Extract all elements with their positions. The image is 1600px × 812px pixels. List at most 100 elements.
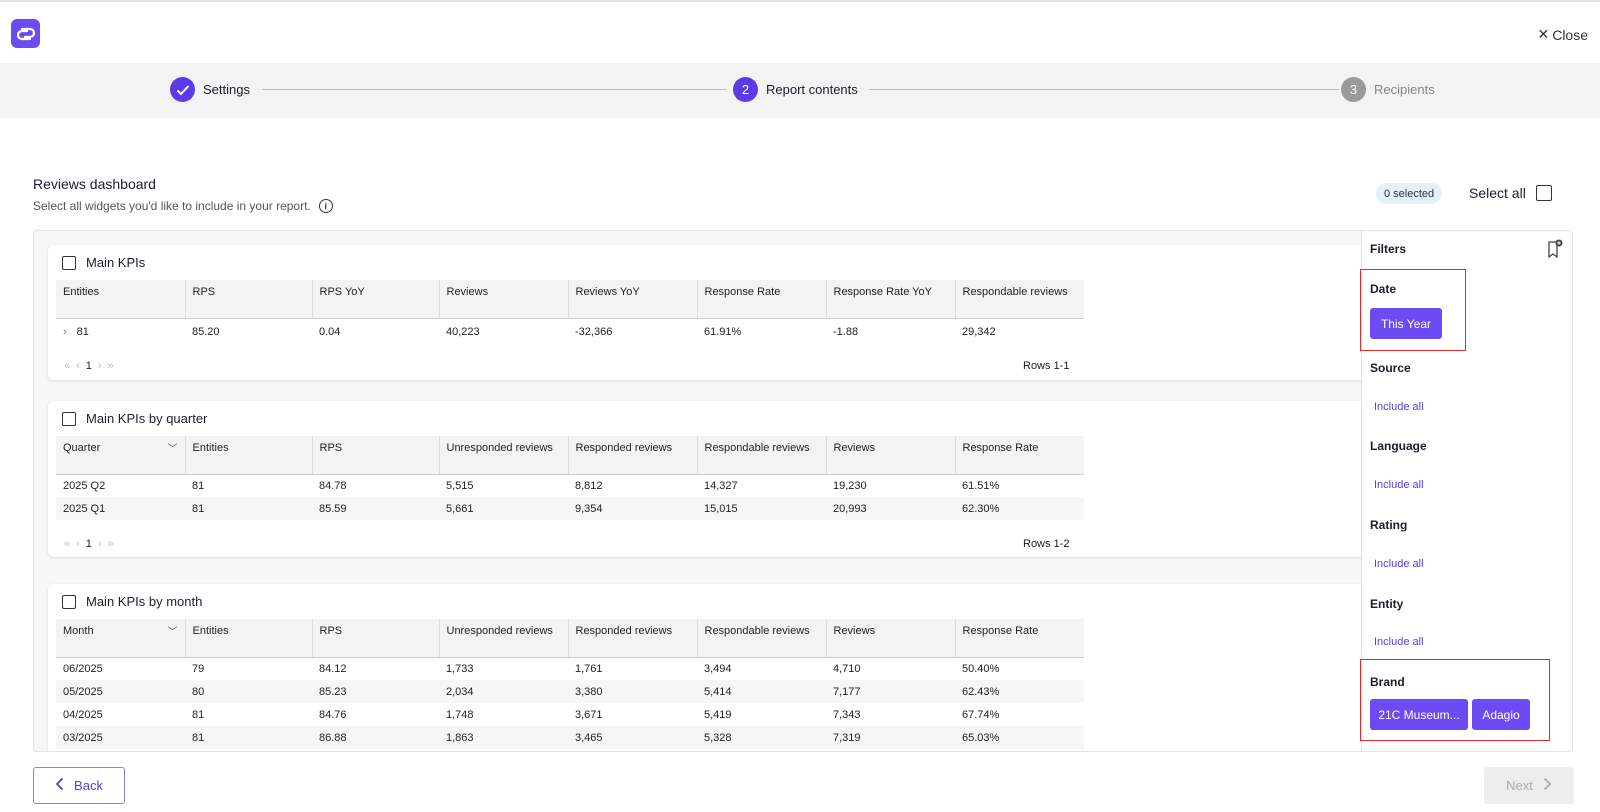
column-header[interactable]: Month ﹀ [56, 619, 185, 657]
first-page-icon[interactable]: « [64, 538, 70, 550]
column-header[interactable]: Quarter ﹀ [56, 436, 185, 474]
step-report-contents[interactable]: 2 Report contents [733, 77, 858, 102]
column-header: Respondable reviews [697, 619, 826, 657]
table-row: 06/2025 79 84.12 1,733 1,761 3,494 4,710… [56, 657, 1084, 680]
step-recipients[interactable]: 3 Recipients [1341, 77, 1435, 102]
chevron-down-icon[interactable]: ﹀ [168, 443, 178, 457]
filter-label-source: Source [1370, 361, 1411, 375]
table-row: 04/2025 81 84.76 1,748 3,671 5,419 7,343… [56, 703, 1084, 726]
rows-range: Rows 1-2 [1023, 538, 1069, 550]
quarter-table: Quarter ﹀ Entities RPS Unresponded review… [56, 436, 1084, 520]
page-number[interactable]: 1 [86, 360, 92, 372]
entity-include-all-link[interactable]: Include all [1374, 636, 1424, 648]
column-header: RPS [312, 619, 439, 657]
column-header: Reviews [826, 436, 955, 474]
highlight-box-brand [1360, 659, 1550, 741]
step-number: 2 [733, 77, 758, 102]
language-include-all-link[interactable]: Include all [1374, 479, 1424, 491]
table-row: 05/2025 80 85.23 2,034 3,380 5,414 7,177… [56, 680, 1084, 703]
column-header: Respondable reviews [955, 280, 1084, 318]
column-header: Response Rate YoY [826, 280, 955, 318]
widget-main-kpis-by-month: Main KPIs by month Month ﹀ Entities RPS U… [48, 584, 1388, 752]
filters-title: Filters [1370, 242, 1406, 256]
source-include-all-link[interactable]: Include all [1374, 401, 1424, 413]
app-logo-icon [11, 19, 40, 48]
column-header: Reviews [439, 280, 568, 318]
rows-range: Rows 1-1 [1023, 360, 1069, 372]
back-button[interactable]: Back [33, 767, 125, 804]
column-header: RPS [312, 436, 439, 474]
column-header: RPS [185, 280, 312, 318]
widget-title: Main KPIs [86, 255, 145, 270]
filter-label-language: Language [1370, 439, 1427, 453]
page-subtitle: Select all widgets you'd like to include… [33, 199, 333, 213]
table-row: 2025 Q2 81 84.78 5,515 8,812 14,327 19,2… [56, 474, 1084, 497]
top-bar: ✕ Close [0, 0, 1600, 63]
info-icon[interactable]: i [319, 199, 333, 213]
select-all-control[interactable]: Select all [1469, 185, 1552, 201]
chevron-down-icon[interactable]: ﹀ [168, 626, 178, 640]
filter-label-entity: Entity [1370, 597, 1403, 611]
column-header: Respondable reviews [697, 436, 826, 474]
widget-main-kpis: Main KPIs Entities RPS RPS YoY Reviews R… [48, 245, 1388, 380]
filters-sidebar: Filters Date This Year Source Include al… [1361, 231, 1573, 752]
column-header: Entities [185, 619, 312, 657]
column-header: Entities [185, 436, 312, 474]
highlight-box-date [1360, 269, 1466, 351]
step-connector [869, 89, 1339, 90]
column-header: Unresponded reviews [439, 619, 568, 657]
step-label: Settings [203, 82, 250, 97]
first-page-icon[interactable]: « [64, 360, 70, 372]
selected-count-badge: 0 selected [1376, 183, 1442, 204]
last-page-icon[interactable]: » [108, 360, 114, 372]
table-row: 03/2025 81 86.88 1,863 3,465 5,328 7,319… [56, 726, 1084, 749]
widgets-panel: Main KPIs Entities RPS RPS YoY Reviews R… [33, 230, 1573, 752]
widget-checkbox[interactable] [62, 256, 76, 270]
next-page-icon[interactable]: › [98, 360, 102, 372]
widget-checkbox[interactable] [62, 595, 76, 609]
bookmark-add-icon[interactable] [1546, 239, 1564, 264]
wizard-stepper: Settings 2 Report contents 3 Recipients [0, 63, 1600, 118]
month-table: Month ﹀ Entities RPS Unresponded reviews … [56, 619, 1084, 749]
chevron-left-icon [55, 777, 64, 794]
select-all-checkbox[interactable] [1536, 185, 1552, 201]
next-button[interactable]: Next [1484, 767, 1574, 804]
step-settings[interactable]: Settings [170, 77, 250, 102]
column-header: Responded reviews [568, 619, 697, 657]
table-row: 2025 Q1 81 85.59 5,661 9,354 15,015 20,9… [56, 497, 1084, 520]
column-header: Response Rate [955, 619, 1084, 657]
column-header: Reviews YoY [568, 280, 697, 318]
column-header: RPS YoY [312, 280, 439, 318]
page-title: Reviews dashboard [33, 176, 156, 192]
pagination: « ‹ 1 › » [64, 538, 114, 550]
close-icon: ✕ [1537, 26, 1549, 43]
page-number[interactable]: 1 [86, 538, 92, 550]
prev-page-icon[interactable]: ‹ [76, 538, 80, 550]
column-header: Entities [56, 280, 185, 318]
close-button[interactable]: ✕ Close [1537, 26, 1588, 43]
column-header: Responded reviews [568, 436, 697, 474]
column-header: Response Rate [697, 280, 826, 318]
last-page-icon[interactable]: » [108, 538, 114, 550]
expand-chevron-icon[interactable]: › [63, 326, 67, 338]
step-number: 3 [1341, 77, 1366, 102]
step-label: Recipients [1374, 82, 1435, 97]
widget-main-kpis-by-quarter: Main KPIs by quarter Quarter ﹀ Entities R… [48, 401, 1388, 557]
select-all-label: Select all [1469, 185, 1526, 201]
column-header: Reviews [826, 619, 955, 657]
widget-title: Main KPIs by quarter [86, 411, 207, 426]
chevron-right-icon [1543, 777, 1552, 794]
rating-include-all-link[interactable]: Include all [1374, 558, 1424, 570]
pagination: « ‹ 1 › » [64, 360, 114, 372]
next-page-icon[interactable]: › [98, 538, 102, 550]
widget-title: Main KPIs by month [86, 594, 202, 609]
table-row: › 81 85.20 0.04 40,223 -32,366 61.91% -1.… [56, 318, 1084, 341]
column-header: Response Rate [955, 436, 1084, 474]
step-connector [262, 89, 726, 90]
step-label: Report contents [766, 82, 858, 97]
filter-label-rating: Rating [1370, 518, 1407, 532]
prev-page-icon[interactable]: ‹ [76, 360, 80, 372]
widget-checkbox[interactable] [62, 412, 76, 426]
kpi-table: Entities RPS RPS YoY Reviews Reviews YoY… [56, 280, 1084, 341]
column-header: Unresponded reviews [439, 436, 568, 474]
